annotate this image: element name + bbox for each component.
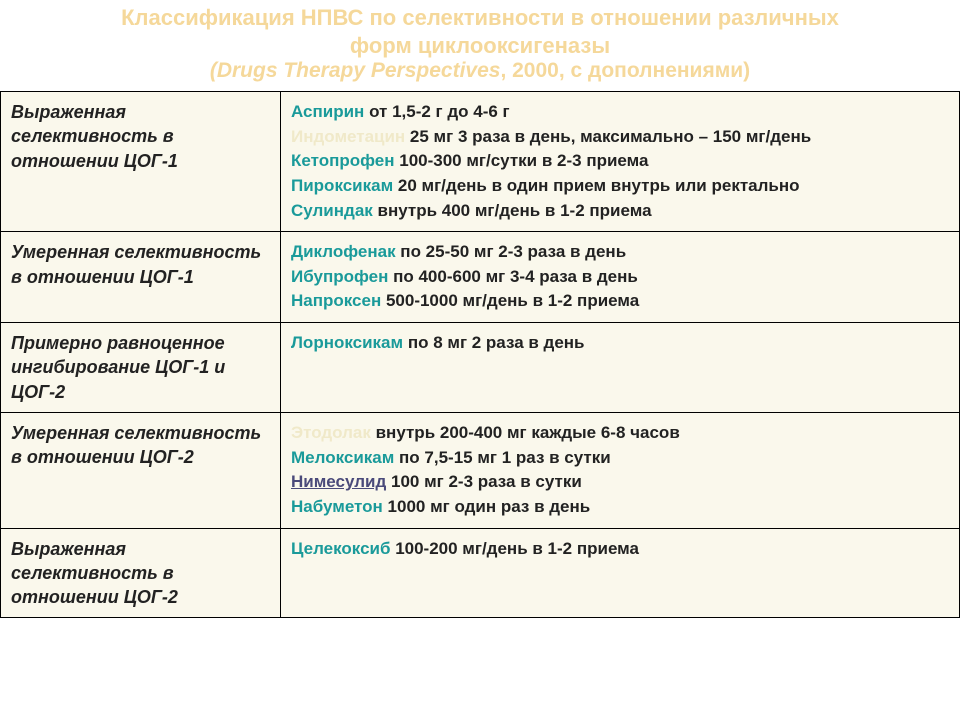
drug-dose: по 8 мг 2 раза в день <box>408 333 585 352</box>
drug-name: Аспирин <box>291 102 364 121</box>
title-line-2: форм циклооксигеназы <box>8 32 952 60</box>
drug-name: Напроксен <box>291 291 381 310</box>
drug-line: Сулиндак внутрь 400 мг/день в 1-2 приема <box>291 199 949 224</box>
drug-dose: по 7,5-15 мг 1 раз в сутки <box>394 448 610 467</box>
drug-name: Нимесулид <box>291 472 386 491</box>
drug-line: Ибупрофен по 400-600 мг 3-4 раза в день <box>291 265 949 290</box>
drug-line: Этодолак внутрь 200-400 мг каждые 6-8 ча… <box>291 421 949 446</box>
drug-name: Лорноксикам <box>291 333 408 352</box>
drug-dose: 500-1000 мг/день в 1-2 приема <box>381 291 639 310</box>
drug-dose: по 25-50 мг 2-3 раза в день <box>396 242 627 261</box>
drug-name: Диклофенак <box>291 242 396 261</box>
drugs-cell: Диклофенак по 25-50 мг 2-3 раза в деньИб… <box>281 232 960 323</box>
drug-line: Напроксен 500-1000 мг/день в 1-2 приема <box>291 289 949 314</box>
drug-name: Пироксикам <box>291 176 393 195</box>
drug-line: Лорноксикам по 8 мг 2 раза в день <box>291 331 949 356</box>
drug-name: Кетопрофен <box>291 151 395 170</box>
drug-line: Набуметон 1000 мг один раз в день <box>291 495 949 520</box>
drug-dose: от 1,5-2 г до 4-6 г <box>364 102 509 121</box>
drug-name: Индометацин <box>291 127 405 146</box>
table-row: Умеренная селективность в отношении ЦОГ-… <box>1 413 960 529</box>
category-cell: Умеренная селективность в отношении ЦОГ-… <box>1 413 281 529</box>
classification-table: Выраженная селективность в отношении ЦОГ… <box>0 91 960 618</box>
table-row: Умеренная селективность в отношении ЦОГ-… <box>1 232 960 323</box>
drug-line: Мелоксикам по 7,5-15 мг 1 раз в сутки <box>291 446 949 471</box>
drug-name: Целекоксиб <box>291 539 390 558</box>
drug-dose: 100 мг 2-3 раза в сутки <box>386 472 582 491</box>
drug-line: Индометацин 25 мг 3 раза в день, максима… <box>291 125 949 150</box>
drug-name: Этодолак <box>291 423 371 442</box>
drug-dose: по 400-600 мг 3-4 раза в день <box>388 267 637 286</box>
drug-line: Диклофенак по 25-50 мг 2-3 раза в день <box>291 240 949 265</box>
drug-dose: внутрь 200-400 мг каждые 6-8 часов <box>371 423 680 442</box>
category-cell: Примерно равноценное ингибирование ЦОГ-1… <box>1 323 281 413</box>
drug-line: Пироксикам 20 мг/день в один прием внутр… <box>291 174 949 199</box>
drug-name: Сулиндак <box>291 201 373 220</box>
drugs-cell: Целекоксиб 100-200 мг/день в 1-2 приема <box>281 528 960 618</box>
title-line-1: Классификация НПВС по селективности в от… <box>8 4 952 32</box>
drug-dose: 1000 мг один раз в день <box>388 497 591 516</box>
drug-dose: 100-300 мг/сутки в 2-3 приема <box>395 151 649 170</box>
drug-dose: внутрь 400 мг/день в 1-2 приема <box>373 201 652 220</box>
slide-header: Классификация НПВС по селективности в от… <box>0 0 960 91</box>
drug-line: Кетопрофен 100-300 мг/сутки в 2-3 приема <box>291 149 949 174</box>
drug-dose: 100-200 мг/день в 1-2 приема <box>390 539 639 558</box>
drug-line: Аспирин от 1,5-2 г до 4-6 г <box>291 100 949 125</box>
drug-name: Набуметон <box>291 497 388 516</box>
drug-dose: 25 мг 3 раза в день, максимально – 150 м… <box>405 127 811 146</box>
category-cell: Умеренная селективность в отношении ЦОГ-… <box>1 232 281 323</box>
table-row: Выраженная селективность в отношении ЦОГ… <box>1 92 960 232</box>
drugs-cell: Лорноксикам по 8 мг 2 раза в день <box>281 323 960 413</box>
drug-line: Целекоксиб 100-200 мг/день в 1-2 приема <box>291 537 949 562</box>
subtitle-italic: (Drugs Therapy Perspectives <box>210 59 501 82</box>
drug-line: Нимесулид 100 мг 2-3 раза в сутки <box>291 470 949 495</box>
category-cell: Выраженная селективность в отношении ЦОГ… <box>1 92 281 232</box>
category-cell: Выраженная селективность в отношении ЦОГ… <box>1 528 281 618</box>
drug-name: Ибупрофен <box>291 267 388 286</box>
table-row: Примерно равноценное ингибирование ЦОГ-1… <box>1 323 960 413</box>
drug-name: Мелоксикам <box>291 448 394 467</box>
drugs-cell: Этодолак внутрь 200-400 мг каждые 6-8 ча… <box>281 413 960 529</box>
table-row: Выраженная селективность в отношении ЦОГ… <box>1 528 960 618</box>
drug-dose: 20 мг/день в один прием внутрь или ректа… <box>393 176 799 195</box>
drugs-cell: Аспирин от 1,5-2 г до 4-6 гИндометацин 2… <box>281 92 960 232</box>
subtitle: (Drugs Therapy Perspectives, 2000, с доп… <box>8 59 952 83</box>
subtitle-rest: , 2000, с дополнениями) <box>500 59 750 82</box>
